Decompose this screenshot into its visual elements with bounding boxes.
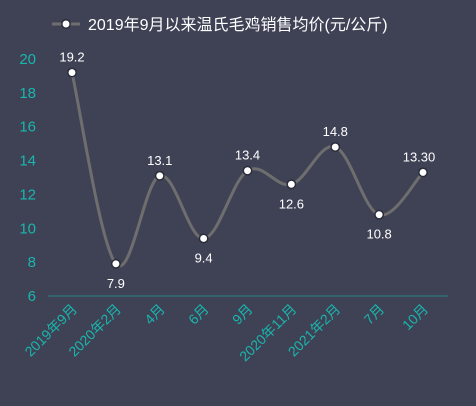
series-markers <box>67 67 428 269</box>
data-label: 13.30 <box>403 149 436 164</box>
data-point <box>374 209 385 220</box>
y-tick-label: 14 <box>19 153 36 170</box>
y-tick-label: 18 <box>19 85 36 102</box>
legend-label: 2019年9月以来温氏毛鸡销售均价(元/公斤) <box>88 16 388 34</box>
data-label: 7.9 <box>107 276 125 291</box>
y-tick-label: 12 <box>19 186 36 203</box>
y-tick-label: 6 <box>28 288 36 305</box>
data-label: 13.1 <box>147 153 172 168</box>
data-point <box>198 233 209 244</box>
data-labels: 19.2 7.9 13.1 9.4 13.4 12.6 14.8 10.8 13.30 <box>59 50 435 291</box>
data-point <box>154 170 165 181</box>
y-tick-label: 8 <box>28 254 36 271</box>
y-tick-label: 20 <box>19 51 36 68</box>
data-label: 12.6 <box>279 196 304 211</box>
data-label: 9.4 <box>195 250 213 265</box>
legend: 2019年9月以来温氏毛鸡销售均价(元/公斤) <box>52 16 388 34</box>
data-point <box>242 165 253 176</box>
data-label: 10.8 <box>366 227 391 242</box>
data-point <box>330 142 341 152</box>
data-label: 19.2 <box>59 50 84 65</box>
data-label: 14.8 <box>323 124 348 139</box>
y-tick-label: 16 <box>19 119 36 136</box>
y-axis-ticks: 6 8 10 12 14 16 18 20 <box>19 51 36 305</box>
y-tick-label: 10 <box>19 220 36 237</box>
data-label: 13.4 <box>235 148 260 163</box>
legend-marker <box>61 19 71 29</box>
data-point <box>418 167 428 178</box>
data-point <box>286 179 297 190</box>
data-point <box>110 258 121 269</box>
data-point <box>67 67 77 78</box>
